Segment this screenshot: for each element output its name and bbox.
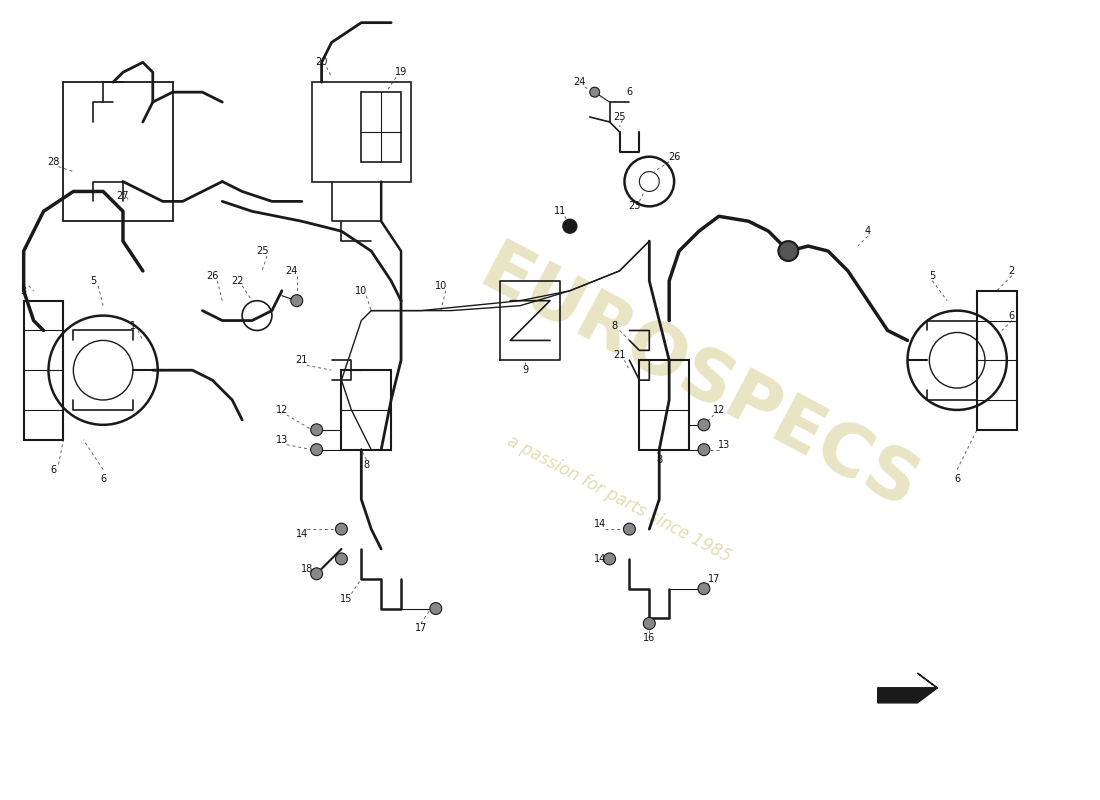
Text: 14: 14: [296, 529, 308, 539]
Circle shape: [430, 602, 442, 614]
Text: 20: 20: [316, 58, 328, 67]
Circle shape: [604, 553, 616, 565]
Circle shape: [310, 424, 322, 436]
Text: 16: 16: [644, 634, 656, 643]
Circle shape: [779, 241, 799, 261]
Text: 14: 14: [594, 554, 606, 564]
Text: 23: 23: [628, 202, 640, 211]
Text: 26: 26: [206, 271, 219, 281]
Text: 21: 21: [614, 350, 626, 360]
Circle shape: [590, 87, 600, 97]
Text: 6: 6: [954, 474, 960, 485]
Text: 21: 21: [296, 355, 308, 366]
Text: 4: 4: [865, 226, 871, 236]
Circle shape: [290, 294, 303, 306]
Text: 8: 8: [363, 459, 370, 470]
Circle shape: [310, 444, 322, 456]
Text: 13: 13: [717, 440, 730, 450]
Text: 10: 10: [355, 286, 367, 296]
Text: 8: 8: [612, 321, 617, 330]
Text: 18: 18: [300, 564, 312, 574]
Text: 3: 3: [21, 286, 26, 296]
Text: 25: 25: [256, 246, 268, 256]
Circle shape: [310, 568, 322, 580]
Text: 15: 15: [340, 594, 353, 604]
Circle shape: [336, 553, 348, 565]
Text: 5: 5: [90, 276, 97, 286]
Text: 25: 25: [614, 112, 626, 122]
Circle shape: [698, 444, 710, 456]
Circle shape: [698, 582, 710, 594]
Text: 27: 27: [117, 191, 129, 202]
Text: 6: 6: [1009, 310, 1015, 321]
Text: 6: 6: [51, 465, 56, 474]
Text: a passion for parts since 1985: a passion for parts since 1985: [505, 433, 735, 566]
Bar: [341, 370, 392, 450]
Text: 26: 26: [668, 152, 680, 162]
Text: 11: 11: [553, 206, 566, 216]
Bar: [24, 301, 64, 440]
Circle shape: [624, 523, 636, 535]
Text: 12: 12: [276, 405, 288, 415]
Bar: [639, 360, 689, 450]
Text: 1: 1: [130, 321, 136, 330]
Text: 6: 6: [626, 87, 632, 97]
Bar: [64, 82, 173, 222]
Text: 2: 2: [1009, 266, 1015, 276]
Text: 24: 24: [286, 266, 298, 276]
Text: 9: 9: [522, 366, 528, 375]
Bar: [977, 290, 1016, 430]
Bar: [361, 92, 402, 162]
Bar: [311, 82, 411, 182]
Text: 6: 6: [100, 474, 107, 485]
Text: 22: 22: [231, 276, 243, 286]
Text: EUROSPECS: EUROSPECS: [469, 235, 930, 525]
Text: 8: 8: [657, 454, 662, 465]
Text: 14: 14: [594, 519, 606, 529]
Circle shape: [563, 219, 576, 233]
Circle shape: [644, 618, 656, 630]
Polygon shape: [878, 673, 937, 703]
Text: 13: 13: [276, 434, 288, 445]
Circle shape: [698, 419, 710, 430]
Circle shape: [336, 523, 348, 535]
Text: 28: 28: [47, 157, 59, 166]
Text: 17: 17: [415, 623, 427, 634]
Text: 5: 5: [930, 271, 935, 281]
Text: 17: 17: [707, 574, 721, 584]
Text: 10: 10: [434, 281, 447, 290]
Text: 19: 19: [395, 67, 407, 78]
Text: 24: 24: [573, 78, 586, 87]
Text: 12: 12: [713, 405, 725, 415]
